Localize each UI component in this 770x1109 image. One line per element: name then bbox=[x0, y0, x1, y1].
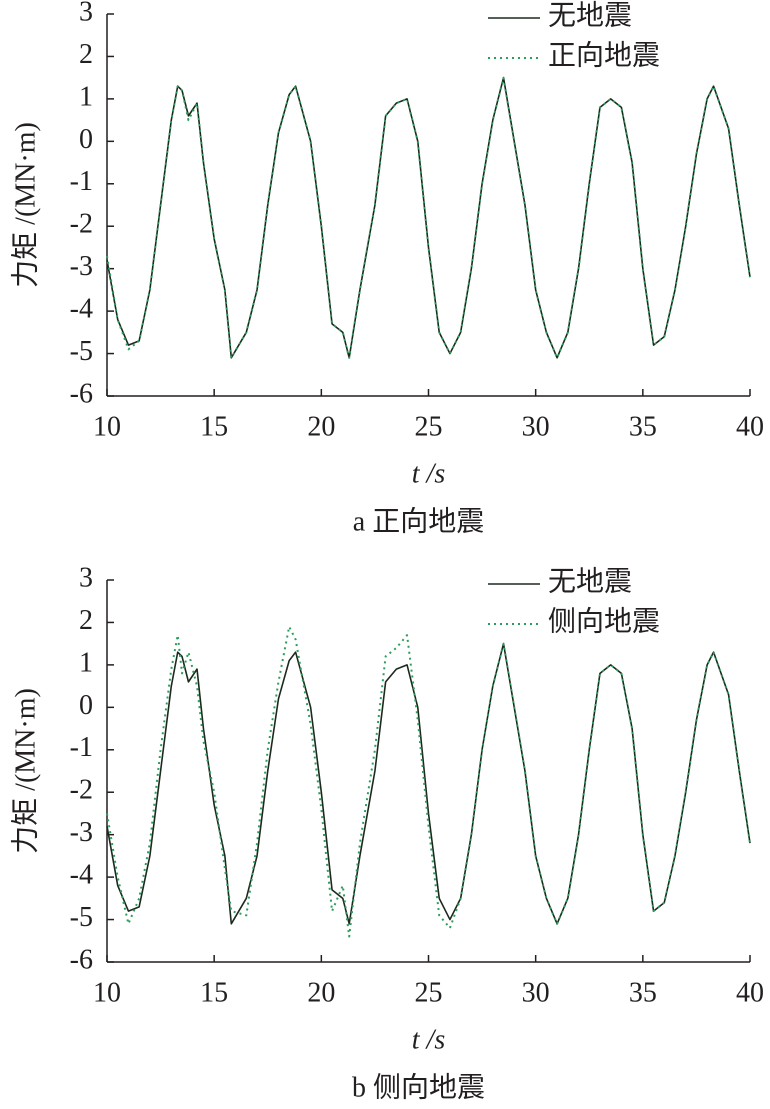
y-tick-label: 3 bbox=[79, 562, 93, 593]
x-tick-label: 30 bbox=[522, 977, 550, 1008]
y-tick-label: -5 bbox=[70, 902, 93, 933]
x-tick-label: 10 bbox=[93, 977, 121, 1008]
y-tick-label: 3 bbox=[79, 0, 93, 27]
x-tick-label: 10 bbox=[93, 411, 121, 442]
x-tick-label: 30 bbox=[522, 411, 550, 442]
panel-caption: b 侧向地震 bbox=[352, 1071, 485, 1103]
x-tick-label: 40 bbox=[736, 977, 764, 1008]
y-tick-label: -3 bbox=[70, 817, 93, 848]
y-tick-label: -1 bbox=[70, 166, 93, 197]
series-line bbox=[106, 642, 751, 925]
x-tick-label: 40 bbox=[736, 411, 764, 442]
x-tick-label: 20 bbox=[307, 977, 335, 1008]
y-tick-label: 0 bbox=[79, 690, 93, 721]
y-tick-label: -6 bbox=[70, 378, 93, 409]
x-tick-label: 15 bbox=[200, 977, 228, 1008]
series-line bbox=[106, 76, 751, 359]
legend-label: 正向地震 bbox=[548, 39, 660, 71]
y-tick-label: -6 bbox=[70, 944, 93, 975]
x-tick-label: 15 bbox=[200, 411, 228, 442]
y-tick-label: 2 bbox=[79, 605, 93, 636]
x-tick-label: 20 bbox=[307, 411, 335, 442]
legend-label: 无地震 bbox=[548, 565, 632, 597]
x-tick-label: 35 bbox=[629, 411, 657, 442]
y-tick-label: -1 bbox=[70, 732, 93, 763]
y-tick-label: -4 bbox=[70, 860, 93, 891]
y-tick-label: -2 bbox=[70, 209, 93, 240]
series-line bbox=[106, 76, 751, 359]
y-tick-label: -5 bbox=[70, 336, 93, 367]
y-tick-label: 2 bbox=[79, 39, 93, 70]
y-tick-label: -4 bbox=[70, 294, 93, 325]
panel-caption: a 正向地震 bbox=[353, 505, 484, 537]
x-tick-label: 25 bbox=[415, 411, 443, 442]
legend-label: 侧向地震 bbox=[548, 605, 660, 637]
y-tick-label: -2 bbox=[70, 775, 93, 806]
y-tick-label: 1 bbox=[79, 81, 93, 112]
x-tick-label: 35 bbox=[629, 977, 657, 1008]
x-axis-label: t /s bbox=[412, 1024, 446, 1055]
y-tick-label: -3 bbox=[70, 251, 93, 282]
x-tick-label: 25 bbox=[415, 977, 443, 1008]
legend-label: 无地震 bbox=[548, 0, 632, 31]
series-line bbox=[106, 625, 751, 938]
y-tick-label: 1 bbox=[79, 647, 93, 678]
y-axis-label: 力矩 /(MN·m) bbox=[9, 122, 41, 288]
y-tick-label: 0 bbox=[79, 124, 93, 155]
y-axis-label: 力矩 /(MN·m) bbox=[9, 688, 41, 854]
x-axis-label: t /s bbox=[412, 458, 446, 489]
